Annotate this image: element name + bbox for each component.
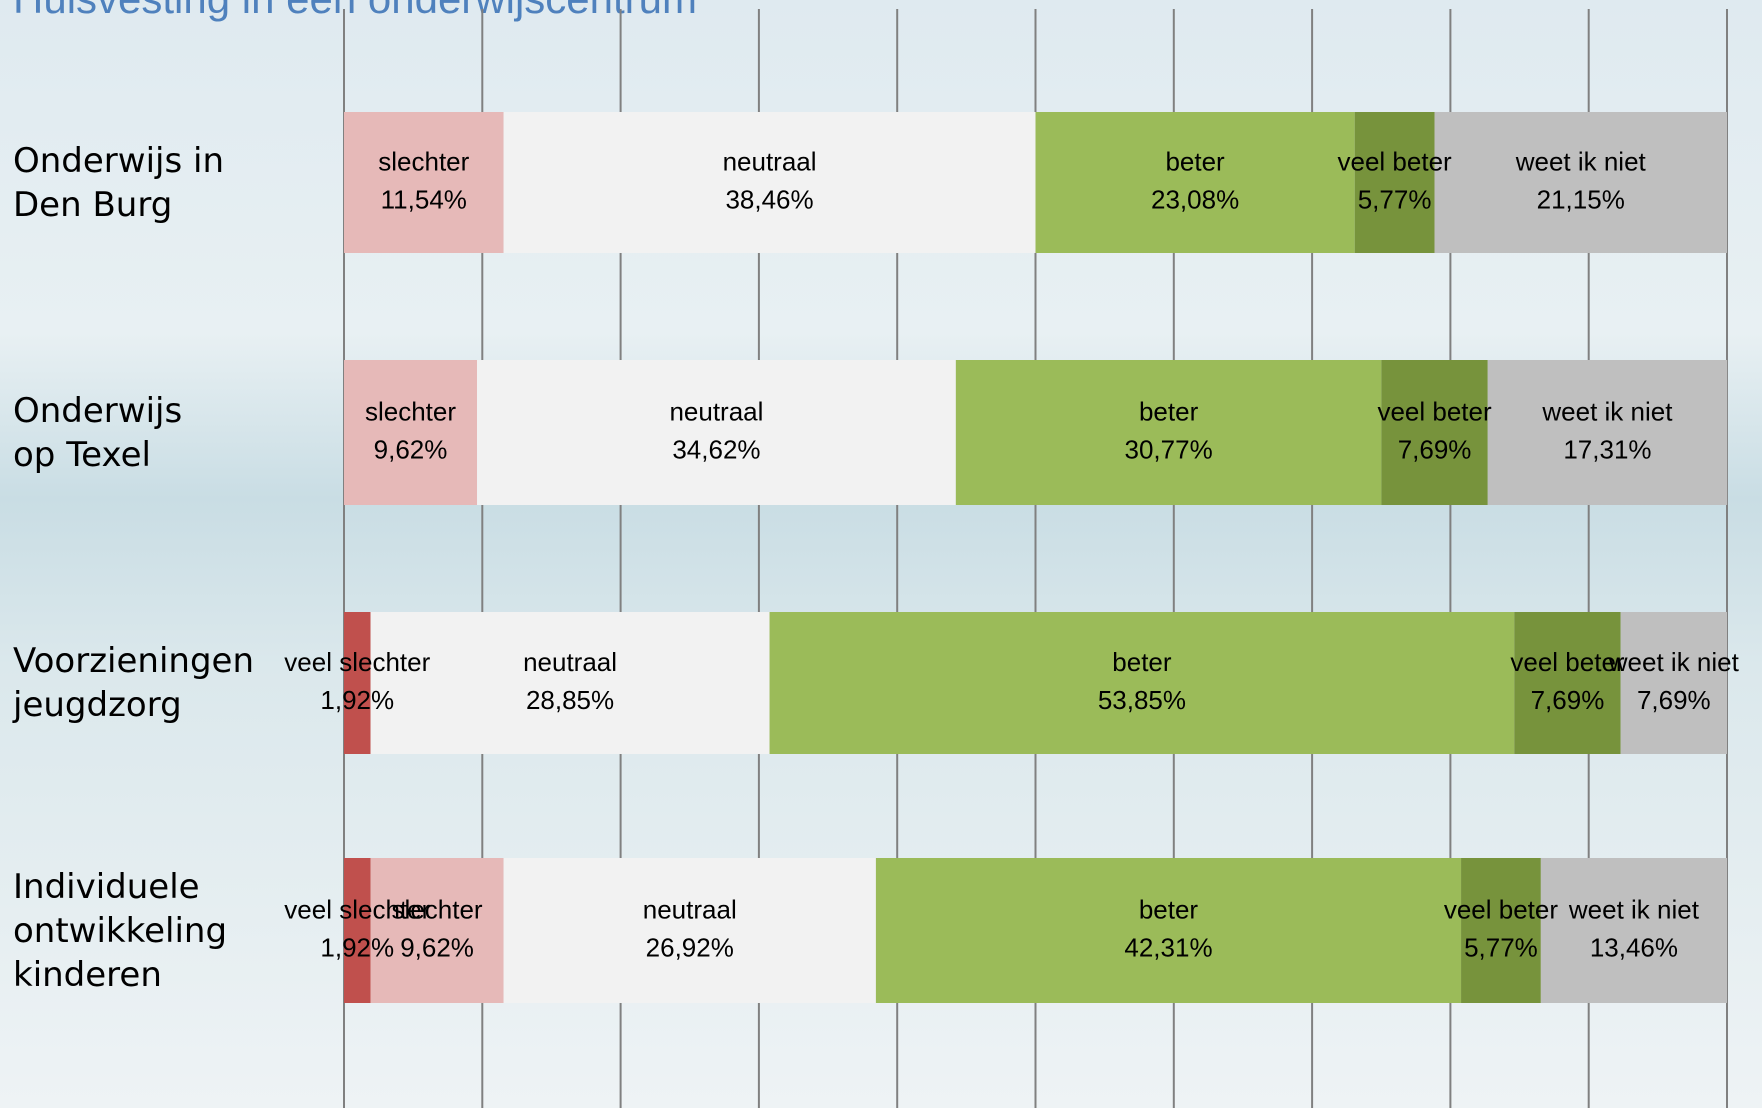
bar-segment: [1540, 858, 1727, 1003]
segment-name: neutraal: [523, 647, 617, 677]
segment-name: slechter: [378, 146, 469, 176]
segment-name: weet ik niet: [1541, 396, 1673, 426]
bar-segment: [1354, 112, 1435, 253]
segment-value-label: 30,77%: [1125, 434, 1213, 464]
segment-value-label: 11,54%: [381, 184, 467, 214]
segment-value-label: 34,62%: [672, 434, 760, 464]
segment-value-label: 17,31%: [1563, 434, 1651, 464]
segment-value-label: 7,69%: [1398, 434, 1472, 464]
bar-segment: [875, 858, 1462, 1003]
bar-segment: [344, 612, 371, 754]
segment-value-label: 7,69%: [1637, 685, 1711, 715]
category-label: Onderwijs in Den Burg: [13, 140, 225, 225]
segment-name: slechter: [392, 894, 483, 924]
bar-segment: [503, 858, 876, 1003]
segment-name: weet ik niet: [1568, 894, 1700, 924]
segment-value-label: 38,46%: [725, 184, 813, 214]
segment-value-label: 1,92%: [320, 685, 394, 715]
segment-value-label: 13,46%: [1590, 932, 1678, 962]
segment-value-label: 42,31%: [1124, 932, 1212, 962]
segment-value-label: 26,92%: [646, 932, 734, 962]
segment-name: slechter: [365, 396, 456, 426]
bar-segment: [1381, 360, 1488, 505]
bar-segment: [769, 612, 1515, 754]
category-label: Individuele ontwikkeling kinderen: [13, 866, 228, 995]
segment-name: neutraal: [643, 894, 737, 924]
segment-name: neutraal: [669, 396, 763, 426]
bar-segment: [1487, 360, 1728, 505]
segment-name: beter: [1165, 146, 1225, 176]
bar-segment: [477, 360, 956, 505]
bar-segment: [503, 112, 1036, 253]
segment-value-label: 23,08%: [1151, 184, 1239, 214]
segment-value-label: 7,69%: [1531, 685, 1605, 715]
segment-name: veel beter: [1377, 396, 1492, 426]
segment-name: veel slechter: [284, 647, 430, 677]
segment-value-label: 28,85%: [526, 685, 614, 715]
bar-segment: [344, 360, 478, 505]
bar-segment: [344, 858, 371, 1003]
segment-value-label: 21,15%: [1537, 184, 1625, 214]
bar-segment: [370, 612, 770, 754]
bar-segment: [344, 112, 504, 253]
segment-name: beter: [1112, 647, 1172, 677]
segment-name: weet ik niet: [1608, 647, 1740, 677]
bar-segment: [955, 360, 1382, 505]
segment-name: veel beter: [1444, 894, 1559, 924]
segment-name: veel beter: [1510, 647, 1625, 677]
segment-value-label: 53,85%: [1098, 685, 1186, 715]
segment-value-label: 9,62%: [400, 932, 474, 962]
category-label: Onderwijs op Texel: [13, 390, 183, 475]
chart-title: Huisvesting in een onderwijscentrum: [13, 0, 697, 22]
segment-name: neutraal: [723, 146, 817, 176]
bar-segment: [1035, 112, 1355, 253]
bar-segment: [370, 858, 504, 1003]
segment-name: veel slechter: [284, 894, 430, 924]
bar-segment: [1514, 612, 1621, 754]
segment-value-label: 9,62%: [374, 434, 448, 464]
segment-value-label: 1,92%: [320, 932, 394, 962]
segment-name: veel beter: [1338, 146, 1453, 176]
category-label: Voorzieningen jeugdzorg: [13, 641, 255, 725]
bar-segment: [1461, 858, 1541, 1003]
segment-name: beter: [1139, 894, 1199, 924]
segment-name: beter: [1139, 396, 1199, 426]
bar-segment: [1620, 612, 1727, 754]
segment-value-label: 5,77%: [1464, 932, 1538, 962]
bar-segment: [1434, 112, 1727, 253]
segment-value-label: 5,77%: [1358, 184, 1432, 214]
segment-name: weet ik niet: [1515, 146, 1647, 176]
